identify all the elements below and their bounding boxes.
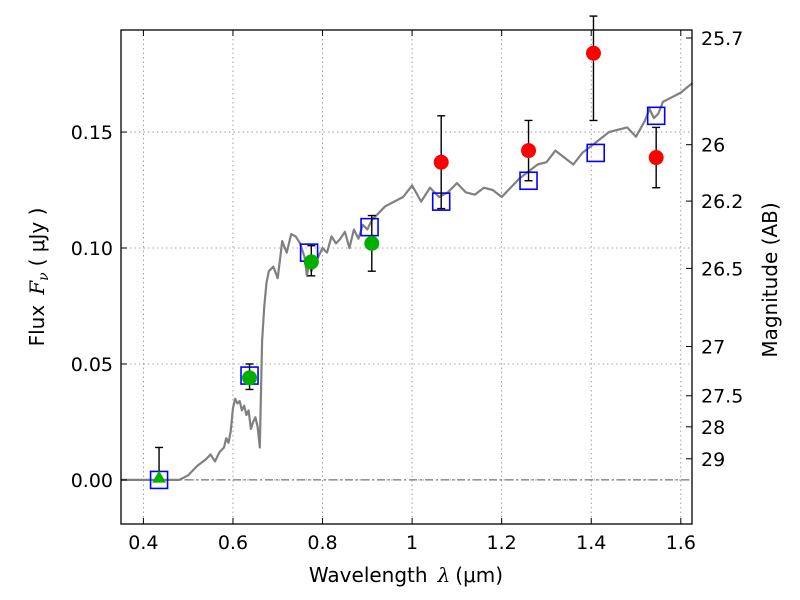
x-tick-label: 0.8	[307, 532, 337, 554]
grid-lines	[121, 30, 692, 524]
data-point-triangle	[152, 470, 167, 483]
y-tick-label: 0.05	[71, 354, 113, 376]
observed-points	[152, 45, 664, 483]
model-box	[586, 143, 606, 163]
right-tick-label: 27	[701, 336, 725, 358]
green-data-point	[242, 370, 258, 386]
green-data-point	[303, 254, 319, 270]
x-tick-label: 1	[406, 532, 418, 554]
right-tick-label: 29	[701, 449, 725, 471]
red-data-point	[521, 143, 537, 159]
right-tick-label: 27.5	[701, 386, 743, 408]
right-axis-title: Magnitude (AB)	[758, 202, 782, 357]
right-tick-label: 26.5	[701, 258, 743, 280]
model-spectrum	[121, 82, 693, 481]
x-tick-label: 0.6	[218, 532, 248, 554]
y-tick-label: 0.00	[71, 470, 113, 492]
right-axis-ticks: 25.7 26 26.2 26.5 27 27.5 28 29	[686, 28, 743, 471]
right-tick-label: 25.7	[701, 28, 743, 50]
y-axis-ticks: 0.00 0.05 0.10 0.15	[71, 122, 127, 492]
red-data-point	[585, 45, 601, 61]
model-box	[360, 217, 379, 237]
y-tick-label: 0.15	[71, 122, 113, 144]
error-bars	[155, 15, 661, 481]
y-tick-label: 0.10	[71, 238, 113, 260]
model-box	[646, 106, 666, 126]
plot-frame	[120, 29, 693, 525]
x-tick-label: 1.4	[576, 532, 606, 554]
red-data-point	[433, 154, 449, 170]
green-data-point	[364, 235, 380, 251]
model-photometry-boxes	[149, 106, 666, 490]
x-axis-ticks: 0.4 0.6 0.8 1 1.2 1.4 1.6	[128, 30, 696, 554]
x-tick-label: 1.6	[666, 532, 696, 554]
y-axis-title: FluxFν( μJy )	[25, 208, 52, 347]
x-axis-title: Wavelength λ (μm)	[309, 563, 503, 587]
right-tick-label: 28	[701, 417, 725, 439]
red-data-point	[648, 150, 664, 166]
spectrum-line	[121, 82, 693, 481]
right-tick-label: 26.2	[701, 191, 743, 213]
x-tick-label: 0.4	[128, 532, 158, 554]
x-tick-label: 1.2	[487, 532, 517, 554]
right-tick-label: 26	[701, 135, 725, 157]
